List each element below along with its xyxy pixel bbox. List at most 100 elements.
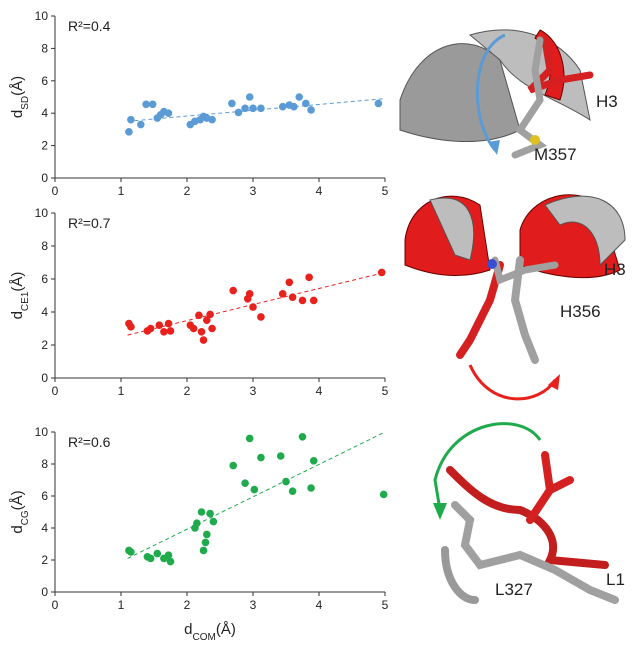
data-point xyxy=(203,530,211,539)
x-tick-label: 3 xyxy=(250,384,257,398)
structure-label: L1 xyxy=(606,570,625,589)
data-point xyxy=(377,268,386,277)
data-point xyxy=(127,548,135,556)
y-tick-label: 6 xyxy=(41,272,48,286)
x-tick-label: 5 xyxy=(382,184,389,198)
data-point xyxy=(257,104,265,113)
structure-label: M357 xyxy=(534,145,577,164)
data-point xyxy=(374,99,383,108)
axis-label-part: (Å) xyxy=(9,272,26,292)
x-tick-label: 5 xyxy=(382,384,389,398)
structure-label: H3 xyxy=(596,92,618,111)
data-point xyxy=(208,115,216,124)
data-point xyxy=(245,290,254,298)
data-point xyxy=(164,319,173,328)
x-tick-label: 5 xyxy=(382,598,389,612)
structure-label: L327 xyxy=(495,580,533,599)
y-tick-label: 2 xyxy=(41,553,48,567)
y-tick-label: 2 xyxy=(41,139,48,153)
data-point xyxy=(309,296,318,305)
data-point xyxy=(125,128,133,136)
y-tick-label: 0 xyxy=(41,371,48,385)
data-point xyxy=(137,120,145,129)
data-point xyxy=(282,477,290,486)
trendline xyxy=(127,431,386,559)
data-point xyxy=(208,324,216,333)
data-point xyxy=(197,508,206,516)
y-tick-label: 6 xyxy=(41,489,48,503)
data-point xyxy=(229,461,237,470)
x-tick-label: 4 xyxy=(316,384,323,398)
data-point xyxy=(290,102,298,111)
data-point xyxy=(209,517,218,526)
data-point xyxy=(276,452,285,460)
y-tick-label: 2 xyxy=(41,338,48,352)
x-tick-label: 1 xyxy=(118,184,125,198)
axis-label: dSD(Å) xyxy=(9,76,31,118)
data-point xyxy=(229,286,237,295)
axis-label-part: COM xyxy=(193,632,216,641)
data-point xyxy=(288,293,297,301)
data-point xyxy=(295,93,304,101)
y-tick-label: 8 xyxy=(41,239,48,253)
data-point xyxy=(203,316,211,325)
y-tick-label: 0 xyxy=(41,585,48,599)
data-point xyxy=(285,278,294,287)
data-point xyxy=(278,102,287,111)
axis-label-part: (Å) xyxy=(9,76,26,96)
structure-label: H356 xyxy=(560,302,601,321)
data-point xyxy=(160,328,168,336)
data-point xyxy=(379,490,388,499)
x-tick-label: 0 xyxy=(52,598,59,612)
data-point xyxy=(302,99,310,108)
data-point xyxy=(234,108,243,117)
data-point xyxy=(193,519,201,527)
data-point xyxy=(278,290,287,298)
data-point xyxy=(164,109,173,117)
data-point xyxy=(206,310,214,319)
y-tick-label: 8 xyxy=(41,457,48,471)
data-point xyxy=(241,479,249,488)
data-point xyxy=(305,273,313,282)
x-tick-label: 1 xyxy=(118,598,125,612)
y-tick-label: 10 xyxy=(35,9,49,23)
data-point xyxy=(307,484,315,492)
data-point xyxy=(257,453,265,462)
data-point xyxy=(195,311,203,320)
x-tick-label: 2 xyxy=(184,384,191,398)
data-point xyxy=(245,434,254,443)
axis-label: dCOM(Å) xyxy=(184,621,236,640)
data-point xyxy=(245,93,254,101)
data-point xyxy=(288,487,297,496)
structure-loop-3: L327 L1 xyxy=(433,422,625,604)
data-point xyxy=(155,321,164,330)
data-point xyxy=(127,115,135,124)
y-tick-label: 4 xyxy=(41,521,48,535)
data-point xyxy=(257,313,265,321)
x-tick-label: 3 xyxy=(250,598,257,612)
data-point xyxy=(199,336,208,344)
scatter-chart: 0 2 4 6 8 10 0 1 2 3 4 5 R²=0.7 dCE1(Å) xyxy=(9,206,389,398)
data-point xyxy=(228,99,236,108)
data-point xyxy=(307,106,315,114)
axis-label-part: d xyxy=(9,525,26,533)
annotation: R²=0.6 xyxy=(68,434,111,450)
x-tick-label: 0 xyxy=(52,384,59,398)
data-point xyxy=(189,324,198,333)
axis-label-part: (Å) xyxy=(216,621,236,638)
x-tick-label: 1 xyxy=(118,384,125,398)
data-point xyxy=(127,323,135,331)
data-point xyxy=(153,549,162,558)
x-tick-label: 2 xyxy=(184,184,191,198)
x-tick-label: 0 xyxy=(52,184,59,198)
axis-label: dCG(Å) xyxy=(9,490,31,533)
y-tick-label: 4 xyxy=(41,106,48,120)
data-point xyxy=(146,554,155,563)
data-point xyxy=(164,551,173,559)
data-point xyxy=(148,100,157,109)
data-point xyxy=(166,327,175,335)
axis-label: dCE1(Å) xyxy=(9,272,31,320)
data-point xyxy=(249,104,257,113)
